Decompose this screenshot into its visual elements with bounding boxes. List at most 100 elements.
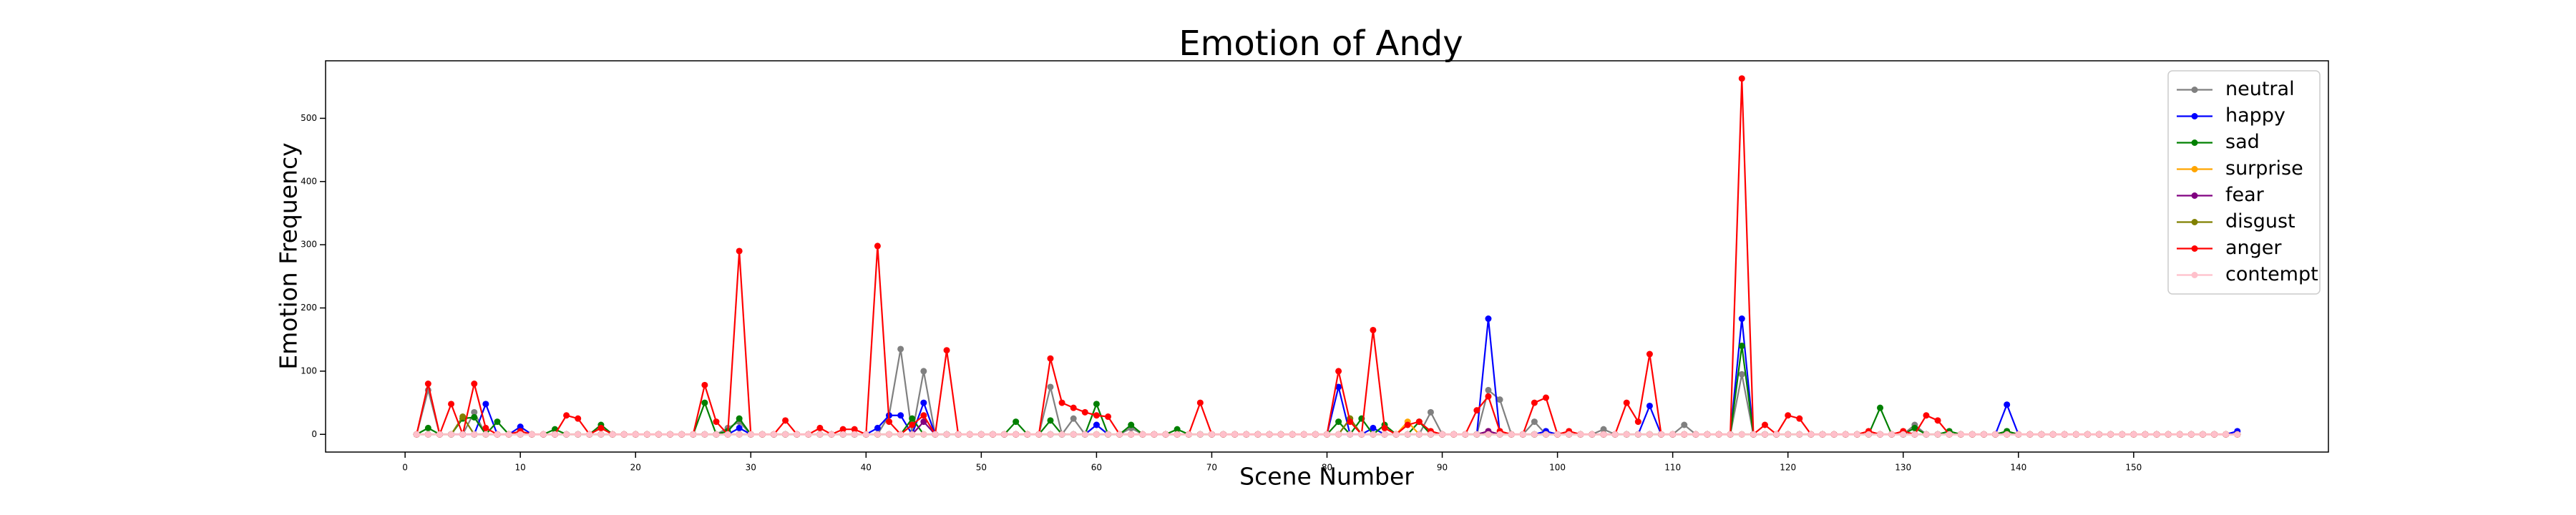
data-point xyxy=(2107,431,2114,438)
data-point xyxy=(2211,431,2218,438)
data-point xyxy=(459,431,467,438)
data-point xyxy=(2026,431,2034,438)
data-point xyxy=(1785,431,1792,438)
data-point xyxy=(1923,431,1930,438)
data-point xyxy=(2165,431,2172,438)
x-tick-label: 90 xyxy=(1437,463,1448,473)
data-point xyxy=(955,431,962,438)
data-point xyxy=(1001,431,1008,438)
data-point xyxy=(2004,431,2011,438)
data-point xyxy=(1358,431,1365,438)
data-point xyxy=(655,431,662,438)
data-point xyxy=(1266,431,1273,438)
data-point xyxy=(2061,431,2068,438)
data-point xyxy=(540,431,547,438)
data-point xyxy=(1980,431,1987,438)
data-point xyxy=(1519,431,1526,438)
x-tick-label: 60 xyxy=(1091,463,1102,473)
data-point xyxy=(1404,431,1411,438)
data-point xyxy=(1658,431,1665,438)
data-point xyxy=(471,413,478,421)
data-point xyxy=(1196,399,1204,406)
data-point xyxy=(1427,431,1434,438)
data-point xyxy=(620,431,628,438)
data-point xyxy=(1531,399,1538,406)
data-point xyxy=(805,431,812,438)
data-point xyxy=(1070,431,1077,438)
data-point xyxy=(851,426,858,433)
data-point xyxy=(1277,431,1284,438)
y-tick-label: 200 xyxy=(301,303,317,313)
data-point xyxy=(1415,431,1423,438)
data-point xyxy=(1058,431,1065,438)
data-point xyxy=(1105,431,1112,438)
data-point xyxy=(1208,431,1215,438)
data-point xyxy=(1646,402,1653,409)
data-point xyxy=(1324,431,1330,438)
data-point xyxy=(2015,431,2022,438)
data-point xyxy=(1531,431,1538,438)
series-line xyxy=(416,348,2238,436)
x-tick-label: 150 xyxy=(2125,463,2142,473)
data-point xyxy=(1093,401,1100,408)
data-point xyxy=(1992,431,1999,438)
data-point xyxy=(920,399,927,406)
data-point xyxy=(1934,431,1941,438)
data-point xyxy=(1243,431,1250,438)
data-point xyxy=(517,431,524,438)
legend-label: anger xyxy=(2225,237,2282,259)
data-point xyxy=(1047,431,1054,438)
data-point xyxy=(701,431,708,438)
data-point xyxy=(1462,431,1469,438)
data-point xyxy=(1381,431,1388,438)
data-point xyxy=(1370,326,1377,333)
data-point xyxy=(575,415,582,422)
legend-label: disgust xyxy=(2225,210,2296,232)
data-point xyxy=(1013,431,1020,438)
data-point xyxy=(482,424,489,431)
legend-marker xyxy=(2191,272,2198,278)
data-point xyxy=(920,368,927,375)
data-point xyxy=(471,408,478,416)
data-point xyxy=(1335,383,1342,391)
data-point xyxy=(1738,315,1745,323)
data-point xyxy=(1415,418,1423,426)
data-point xyxy=(2119,431,2126,438)
x-axis-label: Scene Number xyxy=(1239,463,1414,491)
data-point xyxy=(1035,431,1043,438)
data-point xyxy=(1877,431,1884,438)
data-point xyxy=(1347,418,1354,426)
data-point xyxy=(1611,431,1619,438)
x-tick-label: 120 xyxy=(1780,463,1796,473)
data-point xyxy=(1842,431,1849,438)
data-point xyxy=(551,431,558,438)
data-point xyxy=(1877,404,1884,411)
x-tick-label: 70 xyxy=(1206,463,1217,473)
data-point xyxy=(897,431,904,438)
data-point xyxy=(1911,431,1918,438)
data-point xyxy=(1174,431,1181,438)
data-point xyxy=(1634,431,1641,438)
data-point xyxy=(2072,431,2079,438)
data-point xyxy=(1623,399,1630,406)
data-point xyxy=(482,401,489,408)
x-tick-label: 100 xyxy=(1549,463,1566,473)
data-point xyxy=(1093,431,1100,438)
data-point xyxy=(586,431,593,438)
x-tick-label: 0 xyxy=(402,463,408,473)
data-point xyxy=(2142,431,2149,438)
data-point xyxy=(1761,431,1768,438)
legend-marker xyxy=(2191,87,2198,93)
data-point xyxy=(1220,431,1227,438)
data-point xyxy=(736,247,743,255)
data-point xyxy=(1681,421,1688,428)
data-point xyxy=(1081,431,1088,438)
data-point xyxy=(1589,431,1596,438)
data-point xyxy=(2223,431,2230,438)
data-point xyxy=(2004,401,2011,408)
data-point xyxy=(1047,417,1054,424)
data-point xyxy=(1335,431,1342,438)
data-point xyxy=(1623,431,1630,438)
data-point xyxy=(575,431,582,438)
